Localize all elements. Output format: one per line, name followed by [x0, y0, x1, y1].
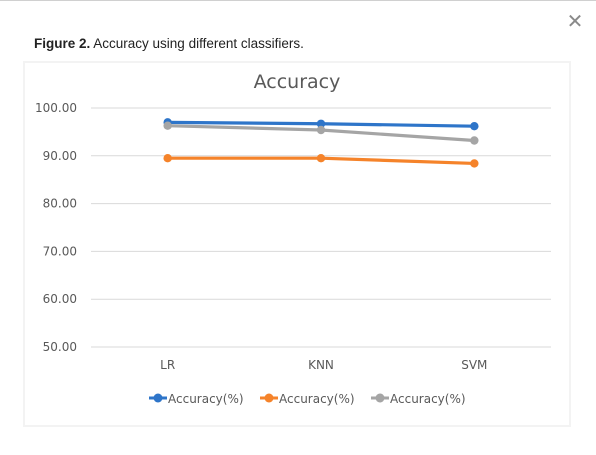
x-tick-label: LR	[160, 358, 175, 372]
data-point-series-3	[316, 125, 326, 135]
y-tick-label: 50.00	[43, 340, 77, 354]
data-point-series-2	[163, 153, 172, 163]
legend-marker-1	[153, 393, 163, 403]
accuracy-line-chart: Accuracy 100.00 90.00 80.00 70.00 60.00 50.00 L…	[25, 63, 569, 425]
legend-label-1: Accuracy(%)	[168, 392, 244, 406]
legend-label-3: Accuracy(%)	[390, 392, 466, 406]
y-tick-label: 60.00	[43, 292, 77, 306]
data-point-series-1	[316, 119, 326, 128]
legend-label-2: Accuracy(%)	[279, 392, 355, 406]
legend-marker-2	[264, 393, 274, 403]
data-point-series-3	[470, 136, 479, 145]
data-point-series-1	[470, 121, 479, 131]
y-tick-label: 80.00	[43, 197, 77, 211]
chart-title: Accuracy	[254, 71, 341, 93]
x-tick-label: SVM	[461, 358, 487, 372]
figure-caption: Figure 2. Accuracy using different class…	[34, 36, 304, 51]
figure-caption-text: Accuracy using different classifiers.	[90, 36, 304, 51]
x-tick-label: KNN	[308, 358, 334, 372]
legend-marker-3	[375, 393, 385, 403]
y-tick-label: 100.00	[35, 101, 77, 115]
y-tick-label: 90.00	[43, 149, 77, 163]
chart-panel: Accuracy 100.00 90.00 80.00 70.00 60.00 50.00 L…	[23, 61, 571, 427]
data-point-series-2	[316, 153, 326, 163]
data-point-series-2	[470, 159, 479, 168]
close-icon[interactable]: ✕	[566, 9, 584, 33]
figure-label: Figure 2.	[34, 36, 91, 51]
top-border	[0, 0, 596, 1]
data-point-series-3	[163, 121, 172, 130]
y-tick-label: 70.00	[43, 244, 77, 258]
